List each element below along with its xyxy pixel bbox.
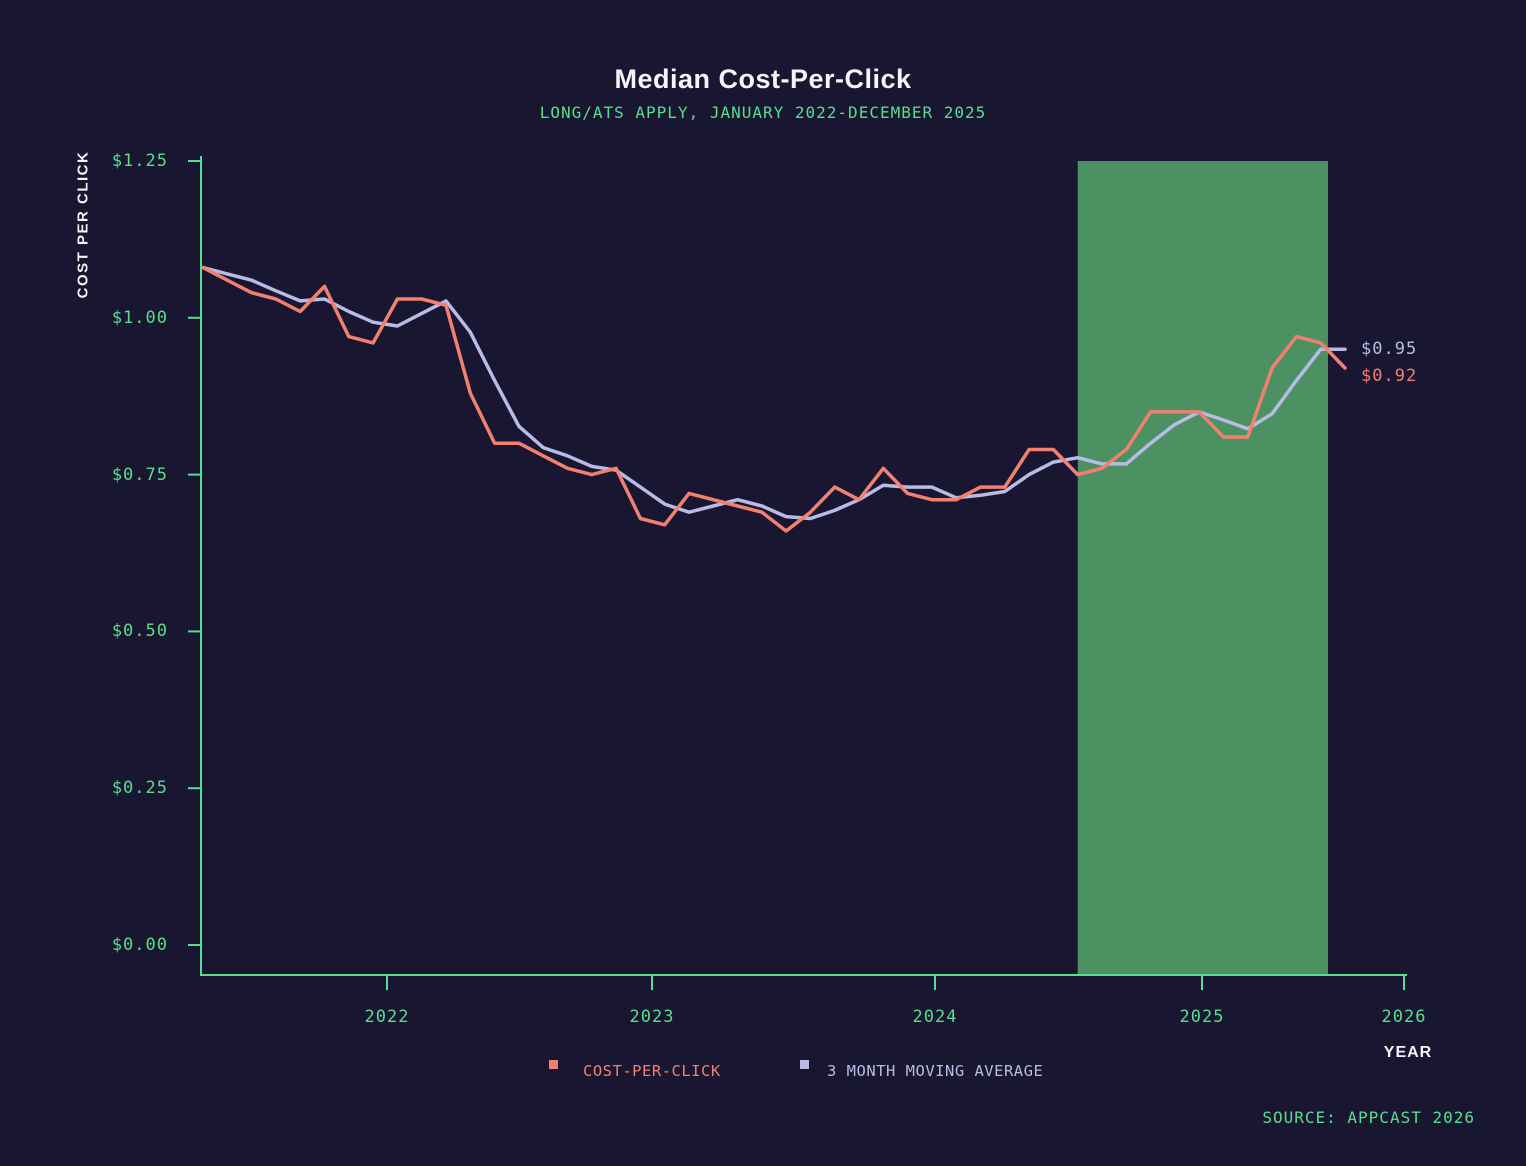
x-tick-label: 2026 <box>1381 1007 1427 1027</box>
ma-legend-label: 3 MONTH MOVING AVERAGE <box>827 1062 1044 1080</box>
chart-title: Median Cost-Per-Click <box>614 64 912 94</box>
ma-legend-swatch-icon <box>800 1060 809 1069</box>
highlight-band-2025 <box>1077 161 1328 975</box>
cpc-legend-label: COST-PER-CLICK <box>583 1062 721 1080</box>
x-tick-label: 2024 <box>912 1007 958 1027</box>
y-tick-label: $0.75 <box>111 464 168 485</box>
x-tick-label: 2025 <box>1179 1007 1225 1027</box>
cpc-legend-swatch-icon <box>549 1060 558 1069</box>
chart-subtitle: LONG/ATS APPLY, JANUARY 2022-DECEMBER 20… <box>539 103 987 122</box>
y-tick-label: $0.25 <box>111 778 168 799</box>
cpc-end-value-label: $0.92 <box>1361 366 1418 387</box>
cost-per-click-line <box>201 265 1347 533</box>
y-tick-label: $0.50 <box>111 621 168 642</box>
moving-average-line <box>201 265 1347 521</box>
source-credit: SOURCE: APPCAST 2026 <box>1262 1108 1475 1127</box>
x-tick-label: 2023 <box>629 1007 675 1027</box>
y-tick-label: $0.00 <box>111 935 168 955</box>
y-tick-label: $1.25 <box>111 151 168 171</box>
y-tick-label: $1.00 <box>111 307 168 328</box>
x-axis-title: YEAR <box>1383 1044 1433 1061</box>
x-tick-label: 2022 <box>364 1007 410 1027</box>
ma-end-value-label: $0.95 <box>1361 339 1418 360</box>
axes <box>200 156 1407 976</box>
